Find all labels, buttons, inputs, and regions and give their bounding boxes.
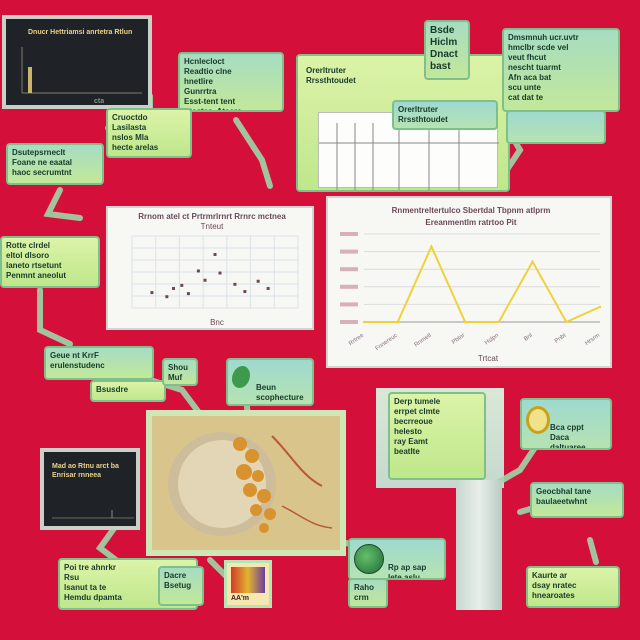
line-xlabel: Trtcat: [477, 354, 499, 363]
line-x-tick-label: Pnbt: [554, 333, 568, 345]
callout-globe-a: Rp ap sap lete aslu rapa preode: [348, 538, 446, 580]
dark-chart-title: Dnucr Hettriamsi anrtetra Rtlun: [28, 29, 133, 36]
callout-right-mid-a: Derp tumele errpet clmte becrreoue heles…: [388, 392, 486, 480]
callout-center-left-c: Shou Muf: [162, 358, 198, 386]
line-chart-panel: Rnmentreltertulco Sbertdal Tbpnm atlprm …: [326, 196, 612, 368]
micrograph-image: [146, 410, 346, 556]
scatter-point: [203, 278, 207, 282]
line-point: [463, 320, 467, 324]
line-y-tick-label: [340, 320, 358, 324]
line-point: [396, 320, 399, 324]
scatter-point: [150, 291, 154, 295]
micro-tag-text: Beun scophecture Eaulfhl ater: [256, 383, 304, 404]
right-mid-b-text: Bca cppt Daca daltuaree hcarcenes: [550, 423, 586, 450]
callout-top-right-text: Dmsmnuh ucr.uvtr hmclbr scde vel veut fh…: [502, 28, 620, 112]
lens-icon: [526, 406, 550, 434]
line-point: [598, 305, 602, 309]
line-point: [531, 260, 534, 263]
callout-right-mid-b: Bca cppt Daca daltuaree hcarcenes: [520, 398, 612, 450]
callout-right-lower: Geocbhal tane baulaeetwhnt: [530, 482, 624, 518]
scatter-point: [256, 279, 260, 283]
scatter-point: [218, 271, 222, 275]
dark-chart-plot: [21, 47, 142, 94]
scatter-chart-title: Rrnom atel ct Prtrmrlrnrt Rrnrc mctnea: [138, 212, 286, 221]
line-y-tick-label: [340, 267, 358, 272]
line-x-tick-label: Hrsrm: [584, 333, 601, 347]
line-x-tick-label: Rnmetl: [414, 333, 433, 349]
scatter-point: [186, 292, 190, 296]
scatter-point: [196, 269, 200, 273]
callout-micro-tag: Beun scophecture Eaulfhl ater: [226, 358, 314, 406]
callout-top-right-tag: Bsde Hiclm Dnact bast: [424, 20, 470, 80]
book-cover-art: [231, 567, 265, 593]
callout-top-center-float: Orerltruter Rrssthtoudet: [392, 100, 498, 130]
scatter-point: [165, 295, 169, 299]
dark-chart-card-bottom: Mad ao Rtnu arct ba Enrisar rnneea: [40, 448, 140, 530]
line-x-tick-label: Fnnereuc: [375, 333, 399, 352]
line-point: [362, 320, 366, 324]
callout-left-lower: Rotte clrdel eltol dlsoro laneto rtsetun…: [0, 236, 100, 288]
callout-right-sub: [506, 110, 606, 144]
line-y-tick-label: [340, 302, 358, 307]
scatter-plot: [131, 235, 299, 309]
line-point: [565, 320, 568, 324]
scatter-point: [243, 290, 247, 294]
scatter-chart-subtitle: Tnteut: [200, 222, 224, 231]
scatter-point: [233, 282, 237, 286]
line-x-tick-label: Hslpn: [484, 333, 500, 347]
scatter-point: [180, 283, 184, 287]
callout-top-center-a: Hcnlecloct Readtio clne hnetlire Gunrrtr…: [178, 52, 284, 112]
book-logo: AA'm: [231, 595, 249, 602]
dark-chart-footer: cta: [94, 98, 105, 105]
dark-chart-card-top: Dnucr Hettriamsi anrtetra Rtlun cta: [2, 15, 152, 109]
callout-center-left-a: Geue nt KrrF erulenstudenc: [44, 346, 154, 380]
line-point: [497, 320, 501, 324]
callout-bottom-center-tag: Dacre Bsetug: [158, 566, 204, 606]
callout-top-center-b: Cruoctdo Lasilasta nslos Mla hecte arela…: [106, 108, 192, 158]
line-chart-title: Rnmentreltertulco Sbertdal Tbpnm atlprm: [391, 206, 551, 215]
callout-left-mid: Dsutepsrneclt Foane ne eaatal haoc secru…: [6, 143, 104, 185]
leaf-icon: [232, 366, 250, 388]
scatter-xlabel: Bnc: [210, 318, 224, 327]
scatter-chart-panel: Rrnom atel ct Prtrmrlrnrt Rrnrc mctnea T…: [106, 206, 314, 330]
globe-icon: [354, 544, 384, 574]
table-card-caption: Orerltruter Rrssthtoudet: [306, 66, 356, 85]
line-chart-subtitle: Ereanmentlm ratrtoo Pit: [425, 218, 517, 227]
scatter-point: [266, 286, 270, 290]
scatter-point: [172, 286, 175, 290]
scatter-point: [213, 253, 217, 257]
pipe-stem: [456, 480, 502, 610]
dark-bottom-axis: [52, 510, 134, 519]
line-y-tick-label: [340, 284, 358, 289]
globe-a-text: Rp ap sap lete aslu rapa preode: [388, 563, 427, 580]
line-series: [364, 244, 601, 324]
line-y-tick-label: [340, 232, 358, 236]
line-x-tick-label: Bnl: [523, 333, 534, 343]
line-x-tick-label: Pbtnr: [451, 333, 466, 346]
callout-center-left-b: Bsusdre: [90, 380, 166, 402]
dark-bottom-title: Mad ao Rtnu arct ba Enrisar rnneea: [52, 463, 119, 479]
line-point: [430, 245, 433, 248]
callout-bottom-right: Kaurte ar dsay nratec hnearoates: [526, 566, 620, 608]
line-y-tick-label: [340, 249, 358, 254]
line-plot: Rrtree Fnnereuc Rnmetl Pbtnr Hslpn Bnl Pnbt Hrs…: [340, 232, 602, 352]
line-x-tick-label: Rrtree: [348, 332, 366, 347]
callout-globe-b: Raho crm: [348, 578, 388, 608]
book-cover-thumb: AA'm: [224, 560, 272, 608]
